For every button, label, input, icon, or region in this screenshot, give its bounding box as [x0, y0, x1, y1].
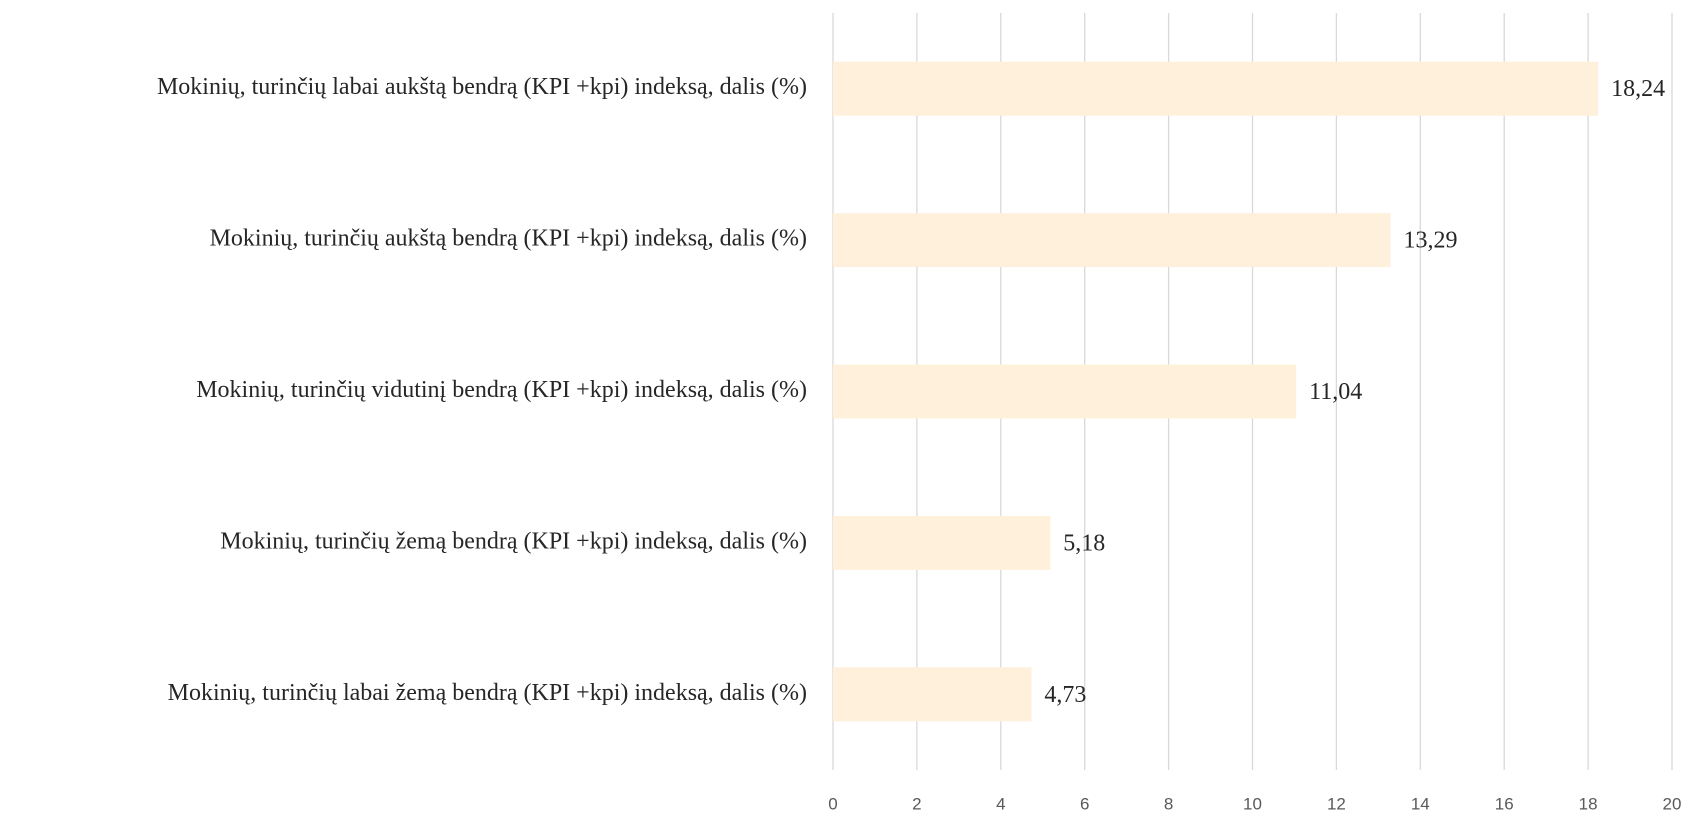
x-tick-label: 0: [828, 794, 837, 813]
data-label: 5,18: [1063, 530, 1105, 556]
x-tick-label: 2: [912, 794, 921, 813]
data-label: 4,73: [1044, 682, 1086, 708]
bar: [833, 515, 1051, 570]
y-tick-label: Mokinių, turinčių žemą bendrą (KPI +kpi)…: [220, 528, 807, 554]
x-tick-label: 6: [1080, 794, 1089, 813]
x-tick-label: 4: [996, 794, 1005, 813]
data-label: 11,04: [1309, 379, 1362, 405]
y-tick-label: Mokinių, turinčių aukštą bendrą (KPI +kp…: [210, 226, 807, 252]
y-tick-label: Mokinių, turinčių labai aukštą bendrą (K…: [157, 74, 807, 100]
y-tick-label: Mokinių, turinčių labai žemą bendrą (KPI…: [168, 680, 807, 706]
bar: [833, 667, 1032, 722]
y-tick-label: Mokinių, turinčių vidutinį bendrą (KPI +…: [196, 377, 807, 403]
x-tick-label: 10: [1243, 794, 1262, 813]
x-tick-label: 14: [1411, 794, 1430, 813]
x-tick-label: 12: [1327, 794, 1346, 813]
x-tick-label: 20: [1663, 794, 1682, 813]
bar: [833, 364, 1297, 419]
bar: [833, 213, 1391, 268]
data-label: 18,24: [1611, 76, 1665, 102]
x-tick-label: 8: [1164, 794, 1173, 813]
bar: [833, 61, 1599, 116]
data-label: 13,29: [1404, 228, 1458, 254]
x-tick-label: 16: [1495, 794, 1514, 813]
x-tick-label: 18: [1579, 794, 1598, 813]
